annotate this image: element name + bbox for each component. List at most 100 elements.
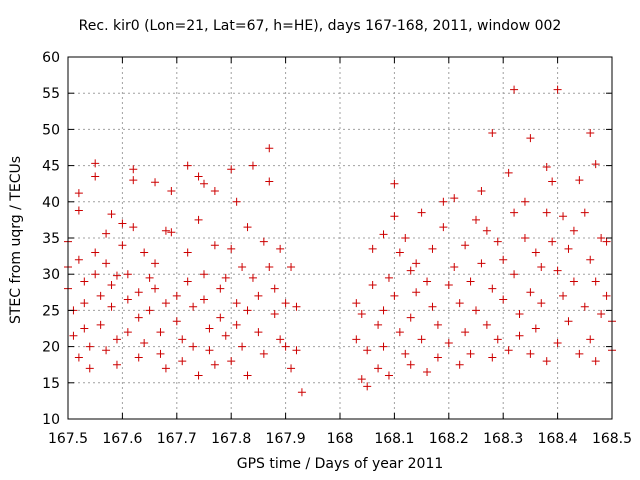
data-point-marker xyxy=(74,255,83,264)
data-point-marker xyxy=(374,364,383,373)
data-point-marker xyxy=(112,335,121,344)
data-point-marker xyxy=(140,248,149,257)
data-point-marker xyxy=(194,172,203,181)
data-point-marker xyxy=(238,342,247,351)
data-point-marker xyxy=(178,335,187,344)
data-point-marker xyxy=(183,277,192,286)
y-axis-label: STEC from uqrg / TECUs xyxy=(8,155,24,325)
data-point-marker xyxy=(118,219,127,228)
data-point-marker xyxy=(238,262,247,271)
data-point-marker xyxy=(156,328,165,337)
data-point-marker xyxy=(151,284,160,293)
data-point-marker xyxy=(145,273,154,282)
data-point-marker xyxy=(450,262,459,271)
data-point-marker xyxy=(363,346,372,355)
data-point-marker xyxy=(559,291,568,300)
data-point-marker xyxy=(287,364,296,373)
data-point-marker xyxy=(74,353,83,362)
data-point-marker xyxy=(515,310,524,319)
data-point-marker xyxy=(444,281,453,290)
data-point-marker xyxy=(91,159,100,168)
data-point-marker xyxy=(493,237,502,246)
data-point-marker xyxy=(112,360,121,369)
y-tick-label: 25 xyxy=(42,303,60,319)
data-point-marker xyxy=(85,342,94,351)
data-point-marker xyxy=(586,255,595,264)
data-point-marker xyxy=(123,295,132,304)
data-point-marker xyxy=(564,244,573,253)
x-tick-label: 168.3 xyxy=(483,431,523,447)
grid-lines xyxy=(68,57,612,419)
data-point-marker xyxy=(439,197,448,206)
y-tick-label: 55 xyxy=(42,86,60,102)
data-point-marker xyxy=(537,299,546,308)
data-point-marker xyxy=(265,144,274,153)
data-point-marker xyxy=(569,277,578,286)
data-point-marker xyxy=(510,270,519,279)
data-point-marker xyxy=(129,165,138,174)
data-point-marker xyxy=(254,328,263,337)
data-point-marker xyxy=(210,241,219,250)
data-point-marker xyxy=(287,262,296,271)
x-tick-label: 167.7 xyxy=(157,431,197,447)
data-point-marker xyxy=(461,328,470,337)
data-point-marker xyxy=(102,346,111,355)
data-point-marker xyxy=(461,241,470,250)
data-point-marker xyxy=(107,210,116,219)
data-point-marker xyxy=(482,226,491,235)
data-point-marker xyxy=(183,248,192,257)
data-point-marker xyxy=(210,360,219,369)
data-point-marker xyxy=(276,335,285,344)
data-point-marker xyxy=(575,349,584,358)
data-point-marker xyxy=(520,197,529,206)
data-point-marker xyxy=(477,259,486,268)
data-point-marker xyxy=(384,273,393,282)
data-point-marker xyxy=(510,208,519,217)
x-tick-label: 168 xyxy=(327,431,354,447)
y-tick-label: 45 xyxy=(42,159,60,175)
y-tick-labels: 10 15 20 25 30 35 40 45 50 55 60 xyxy=(42,50,60,428)
data-point-marker xyxy=(232,320,241,329)
data-point-marker xyxy=(379,306,388,315)
data-point-marker xyxy=(455,299,464,308)
data-point-marker xyxy=(406,313,415,322)
data-point-marker xyxy=(542,163,551,172)
x-tick-label: 168.5 xyxy=(592,431,632,447)
data-point-marker xyxy=(597,310,606,319)
data-point-marker xyxy=(591,357,600,366)
data-point-marker xyxy=(254,291,263,300)
y-tick-label: 15 xyxy=(42,376,60,392)
data-point-marker xyxy=(96,320,105,329)
data-point-marker xyxy=(488,129,497,138)
x-tick-label: 168.4 xyxy=(538,431,578,447)
data-point-marker xyxy=(401,349,410,358)
data-point-marker xyxy=(200,270,208,279)
data-point-marker xyxy=(390,212,399,221)
data-point-marker xyxy=(504,346,513,355)
data-point-marker xyxy=(537,262,546,271)
data-point-marker xyxy=(248,161,257,170)
y-tick-label: 60 xyxy=(42,50,60,66)
data-point-marker xyxy=(548,237,557,246)
data-point-marker xyxy=(161,299,170,308)
data-point-marker xyxy=(542,357,551,366)
data-point-marker xyxy=(172,291,181,300)
y-tick-label: 20 xyxy=(42,340,60,356)
data-point-marker xyxy=(591,160,600,169)
data-point-marker xyxy=(134,288,143,297)
data-point-marker xyxy=(395,328,404,337)
data-point-marker xyxy=(91,270,100,279)
data-point-marker xyxy=(210,186,219,195)
data-point-marker xyxy=(406,266,415,275)
data-point-marker xyxy=(406,360,415,369)
data-point-marker xyxy=(428,244,437,253)
data-point-marker xyxy=(439,223,448,232)
data-point-marker xyxy=(232,197,241,206)
data-point-marker xyxy=(412,288,421,297)
data-point-marker xyxy=(450,194,459,203)
data-point-marker xyxy=(80,324,89,333)
data-point-marker xyxy=(205,346,214,355)
data-point-marker xyxy=(151,178,160,187)
data-point-marker xyxy=(368,281,377,290)
data-point-marker xyxy=(107,281,116,290)
